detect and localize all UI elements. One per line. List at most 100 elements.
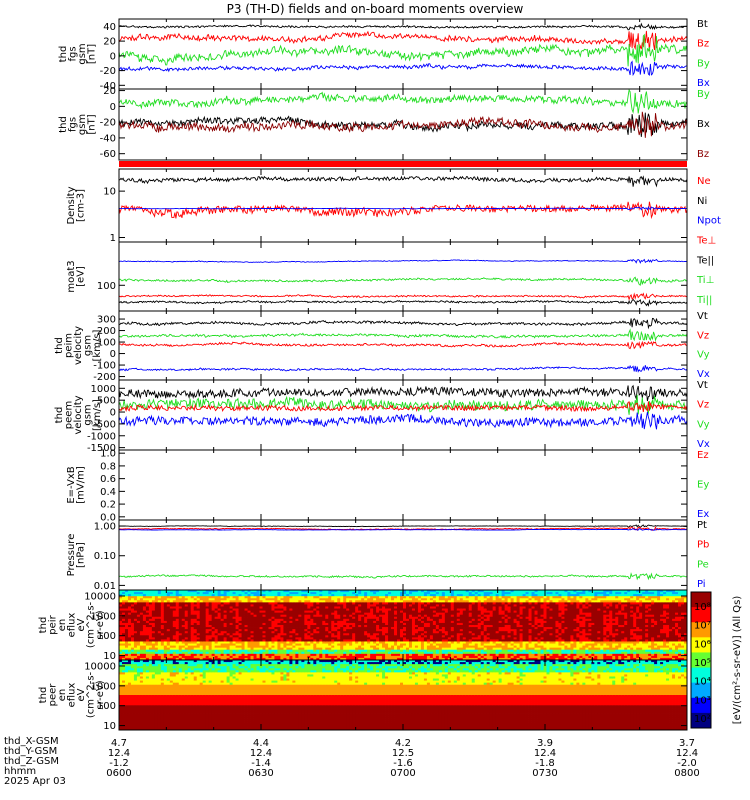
- spectrogram-cell: [408, 598, 413, 601]
- spectrogram-cell: [121, 600, 126, 603]
- legend-entry: Vt: [697, 380, 708, 391]
- spectrogram-cell: [364, 627, 368, 630]
- spectrogram-cell: [232, 622, 236, 626]
- spectrogram-cell: [441, 635, 446, 638]
- panel-6: 10005000-500-1000-1500thdpeemvelocitygsm…: [54, 379, 710, 454]
- spectrogram-cell: [322, 643, 326, 646]
- spectrogram-cell: [340, 647, 344, 651]
- spectrogram-cell: [346, 618, 350, 622]
- spectrogram-cell: [403, 614, 407, 618]
- spectrogram-cell: [139, 606, 144, 609]
- spectrogram-cell: [205, 600, 210, 603]
- spectrogram-cell: [232, 620, 236, 624]
- spectrogram-cell: [250, 655, 254, 659]
- spectrogram-cell: [358, 653, 362, 657]
- spectrogram-cell: [435, 610, 440, 614]
- spectrogram-cell: [166, 657, 171, 661]
- spectrogram-cell: [178, 631, 183, 634]
- spectrogram-cell: [370, 608, 374, 611]
- spectrogram-cell: [148, 637, 153, 640]
- spectrogram-cell: [268, 594, 272, 597]
- spectrogram-cell: [438, 643, 443, 646]
- spectrogram-cell: [145, 618, 150, 622]
- spectrogram-cell: [417, 655, 422, 659]
- spectrogram-cell: [244, 657, 248, 661]
- spectrogram-cell: [259, 649, 263, 653]
- spectrogram-cell: [256, 635, 260, 638]
- spectrogram-cell: [429, 602, 434, 605]
- spectrogram-cell: [313, 625, 317, 628]
- spectrogram-cell: [280, 606, 284, 609]
- spectrogram-cell: [187, 622, 192, 626]
- spectrogram-cell: [253, 655, 257, 659]
- spectrogram-cell: [310, 598, 314, 601]
- spectrogram-cell: [202, 639, 207, 642]
- spectrogram-cell: [465, 639, 470, 642]
- spectrogram-cell: [154, 635, 159, 638]
- spectrogram-cell: [202, 610, 207, 614]
- spectrogram-cell: [292, 594, 296, 597]
- spectrogram-cell: [163, 616, 168, 620]
- spectrogram-cell: [435, 657, 440, 661]
- spectrogram-cell: [394, 649, 398, 653]
- spectrogram-cell: [211, 608, 216, 611]
- spectrogram-cell: [385, 649, 389, 653]
- spectrogram-cell: [429, 614, 434, 618]
- spectrogram-cell: [238, 600, 242, 603]
- spectrogram-cell: [322, 596, 326, 599]
- spectrogram-cell: [379, 631, 383, 634]
- spectrogram-cell: [241, 643, 245, 646]
- spectrogram-cell: [205, 647, 210, 651]
- spectrogram-cell: [232, 616, 236, 620]
- spectrogram-cell: [391, 614, 395, 618]
- spectrogram-cell: [178, 637, 183, 640]
- spectrogram-cell: [238, 643, 242, 646]
- spectrogram-cell: [169, 657, 174, 661]
- spectrogram-cell: [229, 627, 233, 630]
- spectrogram-cell: [172, 645, 177, 649]
- spectrogram-cell: [337, 633, 341, 636]
- spectrogram-cell: [241, 616, 245, 620]
- spectrogram-cell: [322, 600, 326, 603]
- spectrogram-cell: [184, 633, 189, 636]
- spectrogram-cell: [268, 649, 272, 653]
- spectrogram-cell: [417, 590, 422, 593]
- spectrogram-cell: [370, 655, 374, 659]
- spectrogram-cell: [373, 651, 377, 655]
- spectrogram-cell: [328, 649, 332, 653]
- spectrogram-cell: [352, 614, 356, 618]
- spectrogram-cell: [340, 639, 344, 642]
- spectrogram-cell: [271, 647, 275, 651]
- spectrogram-cell: [408, 590, 413, 593]
- spectrogram-cell: [459, 598, 464, 601]
- spectrogram-cell: [283, 629, 287, 632]
- spectrogram-cell: [277, 592, 281, 595]
- spectrogram-cell: [121, 655, 126, 659]
- spectrogram-cell: [247, 590, 251, 593]
- spectrogram-cell: [373, 657, 377, 661]
- spectrogram-cell: [253, 594, 257, 597]
- spectrogram-cell: [465, 612, 470, 616]
- spectrogram-cell: [328, 604, 332, 607]
- spectrogram-cell: [411, 620, 416, 624]
- spectrogram-cell: [411, 594, 416, 597]
- spectrogram-cell: [403, 620, 407, 624]
- spectrogram-cell: [301, 600, 305, 603]
- spectrogram-cell: [468, 639, 473, 642]
- spectrogram-cell: [121, 608, 126, 611]
- spectrogram-cell: [441, 604, 446, 607]
- spectrogram-cell: [136, 653, 141, 657]
- spectrogram-cell: [271, 655, 275, 659]
- spectrogram-cell: [139, 641, 144, 644]
- spectrogram-cell: [304, 643, 308, 646]
- spectrogram-cell: [313, 602, 317, 605]
- spectrogram-cell: [447, 600, 452, 603]
- spectrogram-cell: [352, 625, 356, 628]
- spectrogram-cell: [292, 614, 296, 618]
- spectrogram-cell: [376, 604, 380, 607]
- spectrogram-cell: [166, 637, 171, 640]
- spectrogram-cell: [163, 608, 168, 611]
- spectrogram-cell: [289, 598, 293, 601]
- spectrogram-cell: [403, 610, 407, 614]
- spectrogram-cell: [376, 600, 380, 603]
